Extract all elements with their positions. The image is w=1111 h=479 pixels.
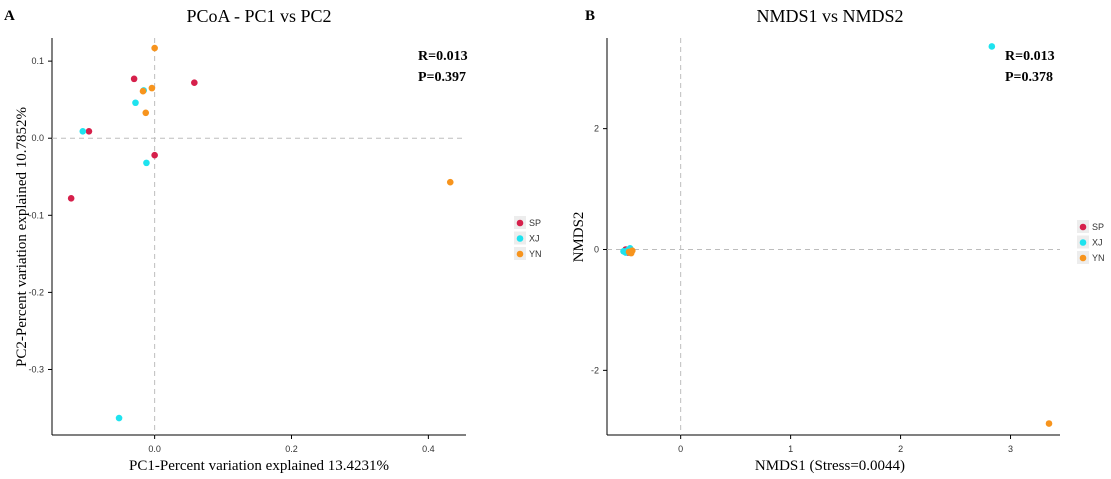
panel-b-y-tick-label: 0 xyxy=(594,244,599,254)
panel-a-legend-label-yn: YN xyxy=(529,249,542,259)
panel-a-point-xj xyxy=(115,414,123,422)
panel-a-pcoa: A PCoA - PC1 vs PC2 PC1-Percent variatio… xyxy=(4,6,542,474)
panel-a-x-tick-label: 0.0 xyxy=(148,444,161,454)
panel-a-y-tick-label: -0.1 xyxy=(28,210,44,220)
panel-a-point-yn xyxy=(148,84,156,92)
panel-a-y-axis-label: PC2-Percent variation explained 10.7852% xyxy=(14,107,30,367)
panel-b-legend-label-sp: SP xyxy=(1092,222,1104,232)
panel-b-p-stat: P=0.378 xyxy=(1005,70,1053,85)
panel-a-x-axis-label: PC1-Percent variation explained 13.4231% xyxy=(129,458,389,474)
panel-a-r-stat: R=0.013 xyxy=(418,49,468,64)
panel-a-point-sp xyxy=(191,79,198,87)
panel-b-point-xj xyxy=(988,43,996,50)
panel-b-nmds: B NMDS1 vs NMDS2 NMDS1 (Stress=0.0044) N… xyxy=(571,6,1105,474)
panel-a-point-xj xyxy=(79,127,87,135)
panel-b-points xyxy=(620,43,1053,427)
panel-a-point-sp xyxy=(130,75,138,83)
panel-a-point-yn xyxy=(151,44,158,52)
panel-b-x-tick-label: 1 xyxy=(788,444,793,454)
panel-a-legend: SP XJ YN xyxy=(514,216,542,260)
panel-a-point-sp xyxy=(67,195,75,202)
panel-a-legend-label-xj: XJ xyxy=(529,234,540,244)
panel-a-points xyxy=(67,44,454,422)
panel-a-point-yn xyxy=(142,109,150,117)
panel-a-y-tick-label: 0.0 xyxy=(31,133,44,143)
panel-a-reference-lines xyxy=(52,38,466,435)
panel-a-title: PCoA - PC1 vs PC2 xyxy=(186,6,331,26)
panel-a-point-xj xyxy=(132,99,139,107)
panel-a-letter: A xyxy=(4,8,15,24)
panel-b-ticks: 0 1 2 3 -2 0 2 xyxy=(591,124,1013,454)
panel-a-ticks: 0.0 0.2 0.4 -0.3 -0.2 -0.1 0.0 0.1 xyxy=(28,56,434,454)
panel-b-reference-lines xyxy=(607,38,1060,435)
panel-a-legend-marker-yn xyxy=(516,250,524,258)
panel-a-point-sp xyxy=(85,127,93,135)
panel-a-point-xj xyxy=(143,159,150,167)
panel-b-legend-label-yn: YN xyxy=(1092,253,1105,263)
panel-b-y-tick-label: -2 xyxy=(591,365,599,375)
panel-b-title: NMDS1 vs NMDS2 xyxy=(756,6,903,26)
panel-a-y-tick-label: -0.3 xyxy=(28,364,44,374)
panel-b-legend: SP XJ YN xyxy=(1077,220,1105,264)
panel-b-x-axis-label: NMDS1 (Stress=0.0044) xyxy=(755,458,905,474)
panel-a-x-tick-label: 0.4 xyxy=(422,444,435,454)
panel-b-legend-marker-yn xyxy=(1079,254,1087,262)
panel-b-x-tick-label: 2 xyxy=(898,444,903,454)
panel-a-legend-label-sp: SP xyxy=(529,218,541,228)
panel-b-r-stat: R=0.013 xyxy=(1005,49,1055,64)
panel-b-legend-label-xj: XJ xyxy=(1092,238,1103,248)
panel-a-p-stat: P=0.397 xyxy=(418,70,466,85)
panel-a-point-sp xyxy=(151,151,158,159)
panel-b-legend-marker-sp xyxy=(1079,223,1087,231)
panel-a-point-yn xyxy=(446,178,454,186)
panel-b-point-yn xyxy=(626,249,634,256)
panel-b-legend-marker-xj xyxy=(1079,239,1087,246)
panel-b-y-tick-label: 2 xyxy=(594,124,599,134)
panel-b-point-yn xyxy=(1045,420,1053,427)
panel-a-legend-marker-sp xyxy=(516,219,524,227)
panel-b-y-axis-label: NMDS2 xyxy=(571,212,587,263)
panel-b-x-tick-label: 3 xyxy=(1008,444,1013,454)
panel-b-letter: B xyxy=(585,8,595,24)
panel-a-y-tick-label: 0.1 xyxy=(31,56,44,66)
panel-a-legend-marker-xj xyxy=(516,235,524,242)
panel-a-point-yn xyxy=(139,87,147,95)
panel-a-y-tick-label: -0.2 xyxy=(28,287,44,297)
panel-b-x-tick-label: 0 xyxy=(678,444,683,454)
panel-a-x-tick-label: 0.2 xyxy=(285,444,298,454)
